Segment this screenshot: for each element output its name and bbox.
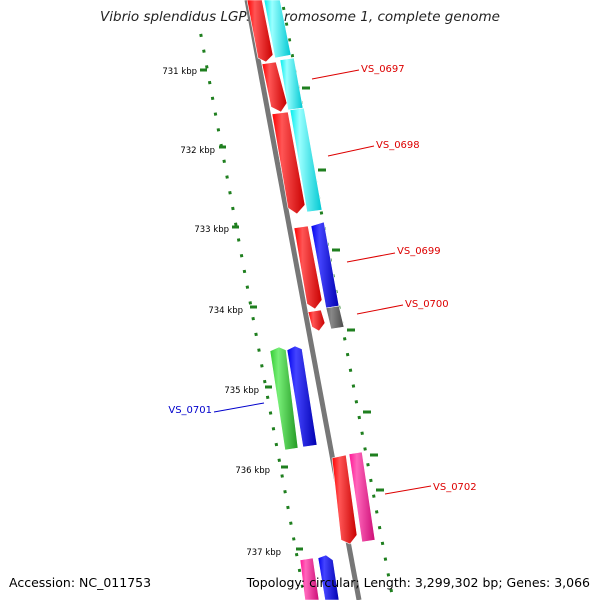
gene-label-vs0701[interactable]: VS_0701 xyxy=(168,405,212,416)
gene-feature-bottom-pink[interactable] xyxy=(299,557,320,600)
gene-labels: VS_0697 VS_0698 VS_0699 VS_0700 VS_0701 … xyxy=(168,64,476,493)
gene-label-leaders xyxy=(213,69,432,495)
gene-feature-vs0700-red[interactable] xyxy=(307,309,326,332)
tick-label-733: 733 kbp xyxy=(194,225,229,235)
tick-label-731: 731 kbp xyxy=(162,67,197,77)
tick-label-736: 736 kbp xyxy=(235,466,270,476)
gene-feature-vs0698-cyan[interactable] xyxy=(289,107,323,213)
gene-feature-top-cyan[interactable] xyxy=(263,0,292,59)
gene-feature-bottom-blue[interactable] xyxy=(317,554,340,600)
map-title: Vibrio splendidus LGP32 chromosome 1, co… xyxy=(100,9,500,25)
gene-label-vs0697[interactable]: VS_0697 xyxy=(361,64,405,75)
gene-feature-vs0701-blue[interactable] xyxy=(286,345,318,448)
tick-label-734: 734 kbp xyxy=(208,306,243,316)
tick-label-732: 732 kbp xyxy=(180,146,215,156)
tick-label-735: 735 kbp xyxy=(224,386,259,396)
gene-feature-vs0699-red[interactable] xyxy=(293,225,323,310)
gene-label-vs0700[interactable]: VS_0700 xyxy=(405,299,449,310)
gene-feature-vs0702-pink[interactable] xyxy=(348,451,376,543)
tick-label-737: 737 kbp xyxy=(246,548,281,558)
topology-text: Topology: circular; Length: 3,299,302 bp… xyxy=(246,575,590,590)
outer-ruler-ticks xyxy=(200,68,303,551)
gene-label-vs0702[interactable]: VS_0702 xyxy=(433,482,477,493)
gene-label-vs0699[interactable]: VS_0699 xyxy=(397,246,441,257)
gene-feature-vs0701-green[interactable] xyxy=(269,346,299,451)
gene-feature-vs0700-gray[interactable] xyxy=(325,305,345,330)
gene-feature-top-red[interactable] xyxy=(246,0,274,63)
gene-feature-vs0698-red[interactable] xyxy=(271,111,306,215)
inner-ruler-ticks xyxy=(302,86,384,492)
gene-features[interactable] xyxy=(246,0,376,600)
gene-feature-vs0702-red[interactable] xyxy=(331,454,358,545)
gene-feature-vs0697-red[interactable] xyxy=(261,61,288,113)
accession-text: Accession: NC_011753 xyxy=(9,575,152,590)
gene-label-vs0698[interactable]: VS_0698 xyxy=(376,140,420,151)
ruler-tick-labels: 731 kbp 732 kbp 733 kbp 734 kbp 735 kbp … xyxy=(162,67,281,558)
